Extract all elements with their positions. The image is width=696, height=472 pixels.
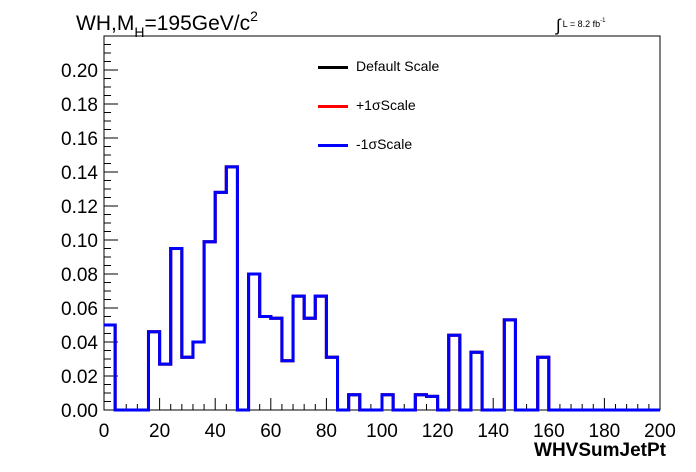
integral-symbol: ∫	[556, 16, 561, 35]
y-tick-label: 0.04	[61, 333, 98, 354]
legend-label-minus1sigma: -1σScale	[356, 136, 413, 152]
legend-label-default: Default Scale	[356, 58, 440, 74]
x-axis-label: WHVSumJetPt	[534, 440, 666, 461]
y-tick-label: 0.12	[61, 197, 98, 218]
series-plus1sigma-step-line	[104, 165, 660, 412]
series-default-step-line	[104, 165, 660, 412]
y-tick-label: 0.16	[61, 129, 98, 150]
x-tick-label: 100	[366, 421, 398, 442]
x-tick-label: 200	[644, 421, 676, 442]
legend-line-default	[318, 66, 348, 69]
chart-title: WH,MH=195GeV/c2	[76, 8, 258, 40]
luminosity-label: ∫ L = 8.2 fb-1	[556, 16, 606, 35]
y-tick-label: 0.00	[61, 401, 98, 422]
x-tick-label: 120	[422, 421, 454, 442]
plot-frame	[103, 35, 661, 411]
x-tick-label: 80	[316, 421, 337, 442]
x-tick-label: 180	[589, 421, 621, 442]
series-minus1sigma-step-line	[104, 165, 660, 412]
y-tick-label: 0.14	[61, 163, 98, 184]
legend-line-minus1sigma	[318, 144, 348, 147]
y-tick-label: 0.02	[61, 367, 98, 388]
y-tick-label: 0.10	[61, 231, 98, 252]
y-tick-label: 0.08	[61, 265, 98, 286]
x-tick-label: 140	[477, 421, 509, 442]
x-tick-label: 40	[205, 421, 226, 442]
y-tick-label: 0.18	[61, 95, 98, 116]
y-tick-label: 0.06	[61, 299, 98, 320]
x-tick-label: 20	[149, 421, 170, 442]
y-tick-label: 0.20	[61, 61, 98, 82]
x-tick-label: 160	[533, 421, 565, 442]
legend-label-plus1sigma: +1σScale	[356, 97, 416, 113]
x-tick-label: 60	[260, 421, 281, 442]
legend-line-plus1sigma	[318, 105, 348, 108]
x-tick-label: 0	[99, 421, 110, 442]
